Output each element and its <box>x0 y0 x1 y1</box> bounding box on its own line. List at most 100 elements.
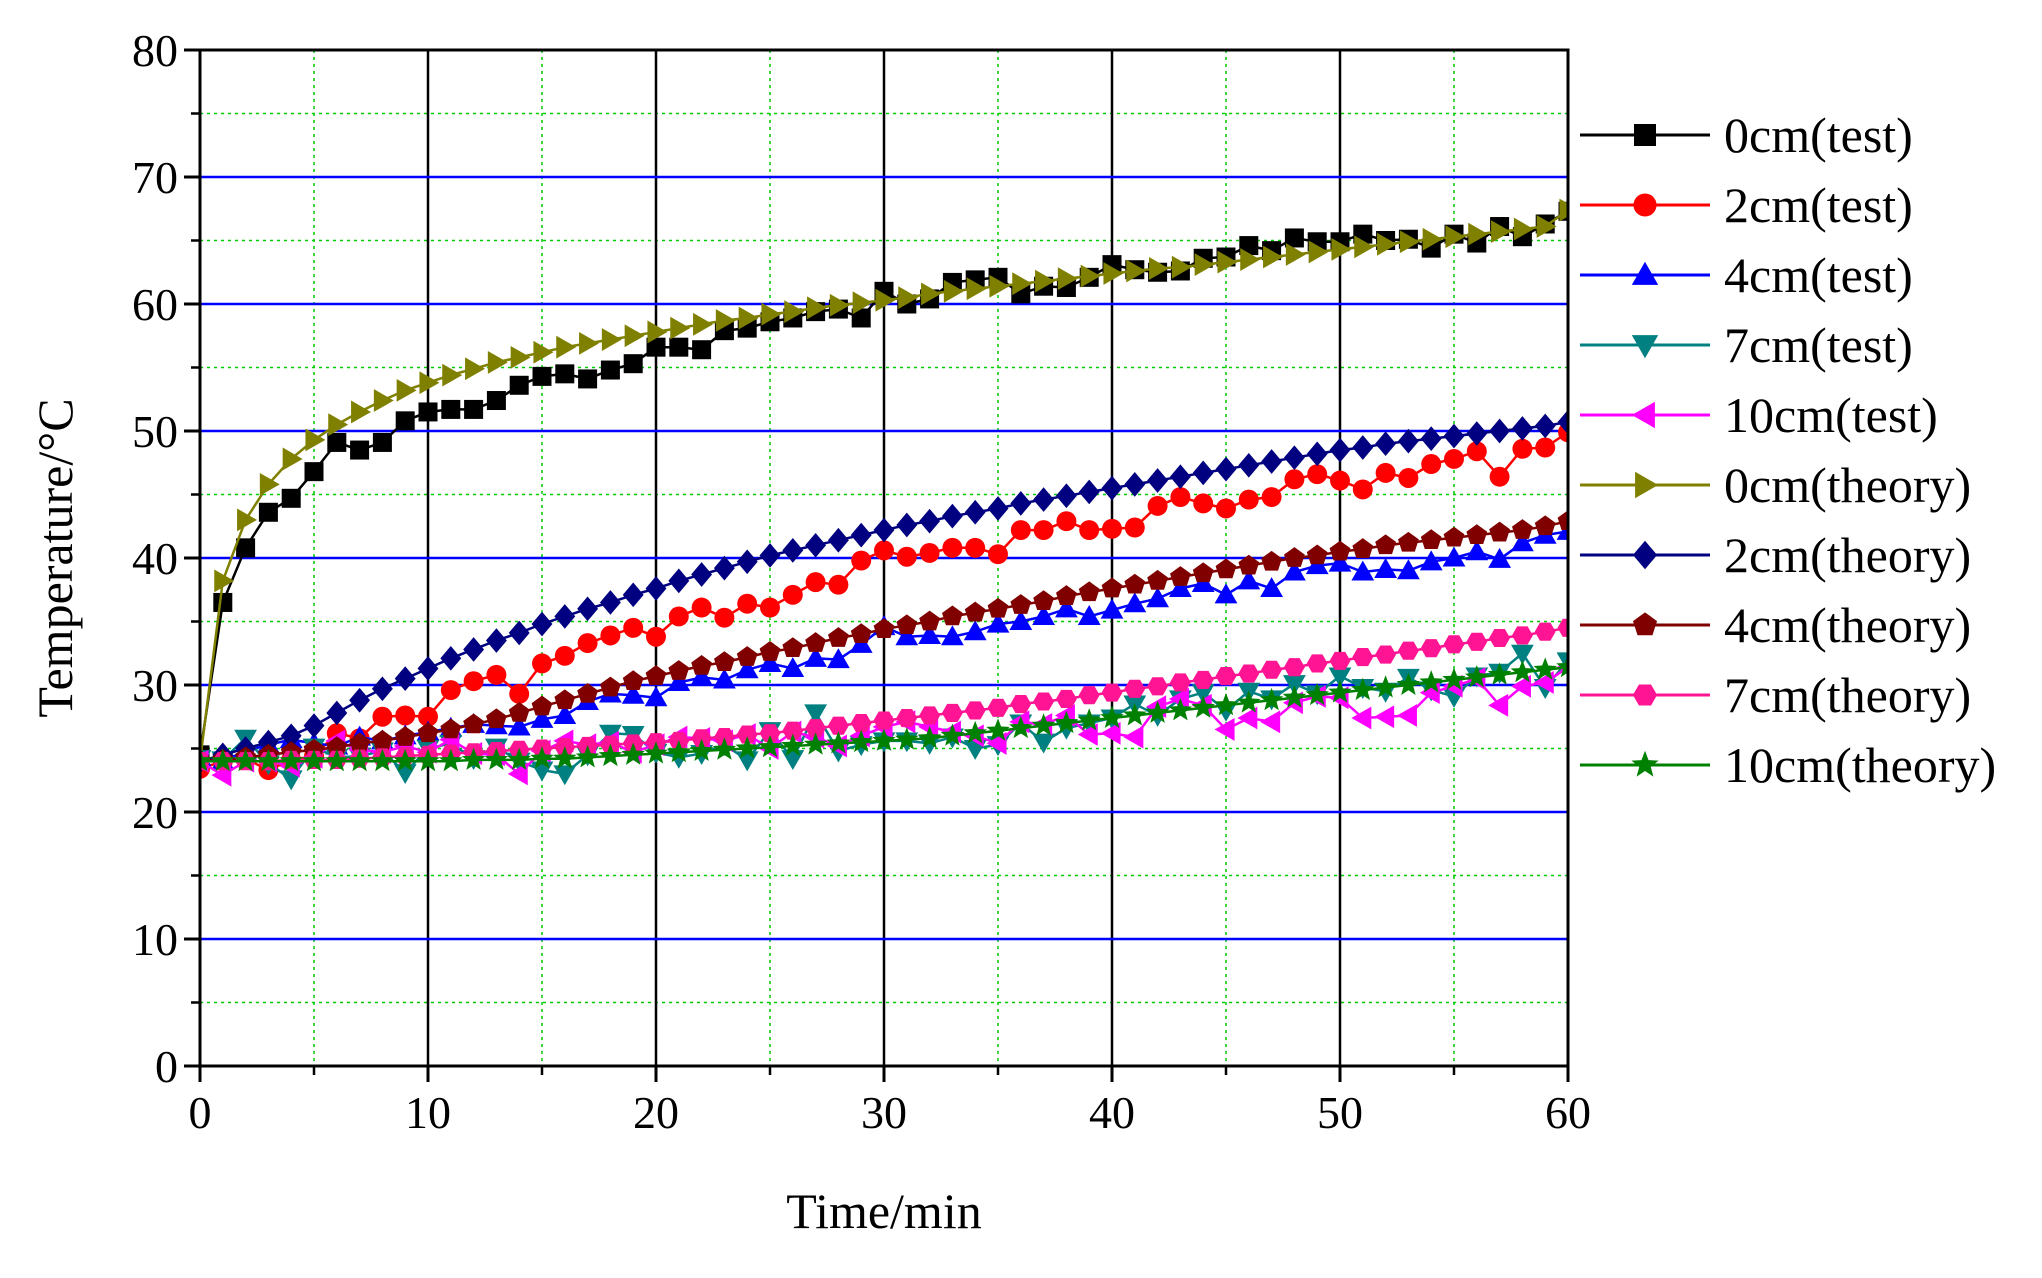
data-point <box>624 324 645 348</box>
data-point <box>1422 227 1443 251</box>
legend-entry: 10cm(test) <box>1580 387 1938 443</box>
data-point <box>442 363 463 387</box>
data-point <box>463 637 485 662</box>
data-point <box>1328 680 1352 703</box>
data-point <box>1442 546 1466 567</box>
x-tick-label: 0 <box>189 1087 212 1138</box>
data-point <box>1055 689 1077 709</box>
data-point <box>507 762 528 786</box>
data-point <box>1420 529 1442 550</box>
data-point <box>1283 675 1306 696</box>
data-point <box>1237 690 1261 713</box>
data-point <box>1010 695 1032 714</box>
data-point <box>1351 560 1375 581</box>
data-point <box>1444 448 1464 469</box>
data-point <box>600 676 621 697</box>
data-point <box>715 309 736 332</box>
data-point <box>781 733 805 756</box>
data-point <box>829 293 850 317</box>
legend-label: 0cm(theory) <box>1724 457 1971 513</box>
data-point <box>1443 526 1465 547</box>
data-point <box>963 720 987 744</box>
data-point <box>1263 245 1283 269</box>
data-point <box>1511 626 1533 645</box>
data-point <box>1214 718 1235 741</box>
data-point <box>1147 468 1169 493</box>
data-point <box>1215 558 1237 579</box>
data-point <box>395 411 415 431</box>
data-point <box>667 671 691 692</box>
data-point <box>1328 551 1352 572</box>
data-point <box>1399 230 1420 254</box>
data-point <box>1217 250 1238 274</box>
data-point <box>668 660 690 680</box>
data-point <box>1397 559 1420 580</box>
data-point <box>1375 534 1396 555</box>
data-point <box>1169 673 1191 692</box>
data-point <box>1511 531 1534 552</box>
data-point <box>1305 682 1329 706</box>
data-point <box>1077 708 1101 731</box>
data-point <box>712 737 737 760</box>
data-point <box>896 708 918 728</box>
data-point <box>553 704 577 725</box>
data-point <box>1466 441 1487 462</box>
data-point <box>486 391 506 411</box>
data-point <box>691 597 712 618</box>
data-point <box>1261 660 1283 679</box>
data-point <box>1535 437 1556 458</box>
data-point <box>1056 585 1077 605</box>
data-point <box>895 727 919 750</box>
data-point <box>1171 255 1192 279</box>
data-point <box>669 337 689 357</box>
data-point <box>1080 264 1101 288</box>
data-point <box>1419 670 1443 693</box>
data-point <box>1237 569 1261 590</box>
data-point <box>577 633 598 654</box>
data-point <box>463 713 484 734</box>
data-point <box>464 399 484 419</box>
data-point <box>1374 558 1397 578</box>
data-point <box>532 366 552 386</box>
data-point <box>1631 335 1659 359</box>
data-point <box>851 550 872 571</box>
data-point <box>256 748 281 772</box>
data-point <box>394 726 416 746</box>
data-point <box>507 747 531 770</box>
data-point <box>1466 421 1488 446</box>
series-4cm(theory) <box>200 510 1568 771</box>
data-point <box>1101 475 1123 501</box>
data-point <box>1534 413 1556 439</box>
data-point <box>1124 471 1146 497</box>
data-point <box>940 723 965 746</box>
data-point <box>601 328 622 351</box>
data-point <box>1328 667 1352 688</box>
data-point <box>1010 594 1032 614</box>
data-point <box>1078 581 1100 602</box>
data-point <box>418 402 438 422</box>
data-point <box>714 651 735 671</box>
x-axis-title: Time/min <box>786 1183 981 1239</box>
series-layer <box>200 198 1568 791</box>
data-point <box>487 351 508 374</box>
series-7cm(theory) <box>200 618 1568 771</box>
data-point <box>302 748 326 772</box>
data-point <box>691 729 713 748</box>
data-point <box>598 743 623 767</box>
data-point <box>1100 598 1124 619</box>
data-point <box>713 728 735 747</box>
y-axis-title: Temperature/°C <box>27 398 83 717</box>
data-point <box>465 357 485 381</box>
data-point <box>1057 267 1078 290</box>
data-point <box>441 399 461 419</box>
data-point <box>1635 471 1659 499</box>
data-point <box>440 645 462 671</box>
data-point <box>828 627 849 647</box>
data-point <box>1170 566 1191 586</box>
data-point <box>373 389 394 412</box>
data-point <box>1077 723 1098 746</box>
data-point <box>691 562 713 587</box>
data-point <box>1216 498 1236 519</box>
data-point <box>530 707 554 728</box>
data-point <box>486 664 507 685</box>
